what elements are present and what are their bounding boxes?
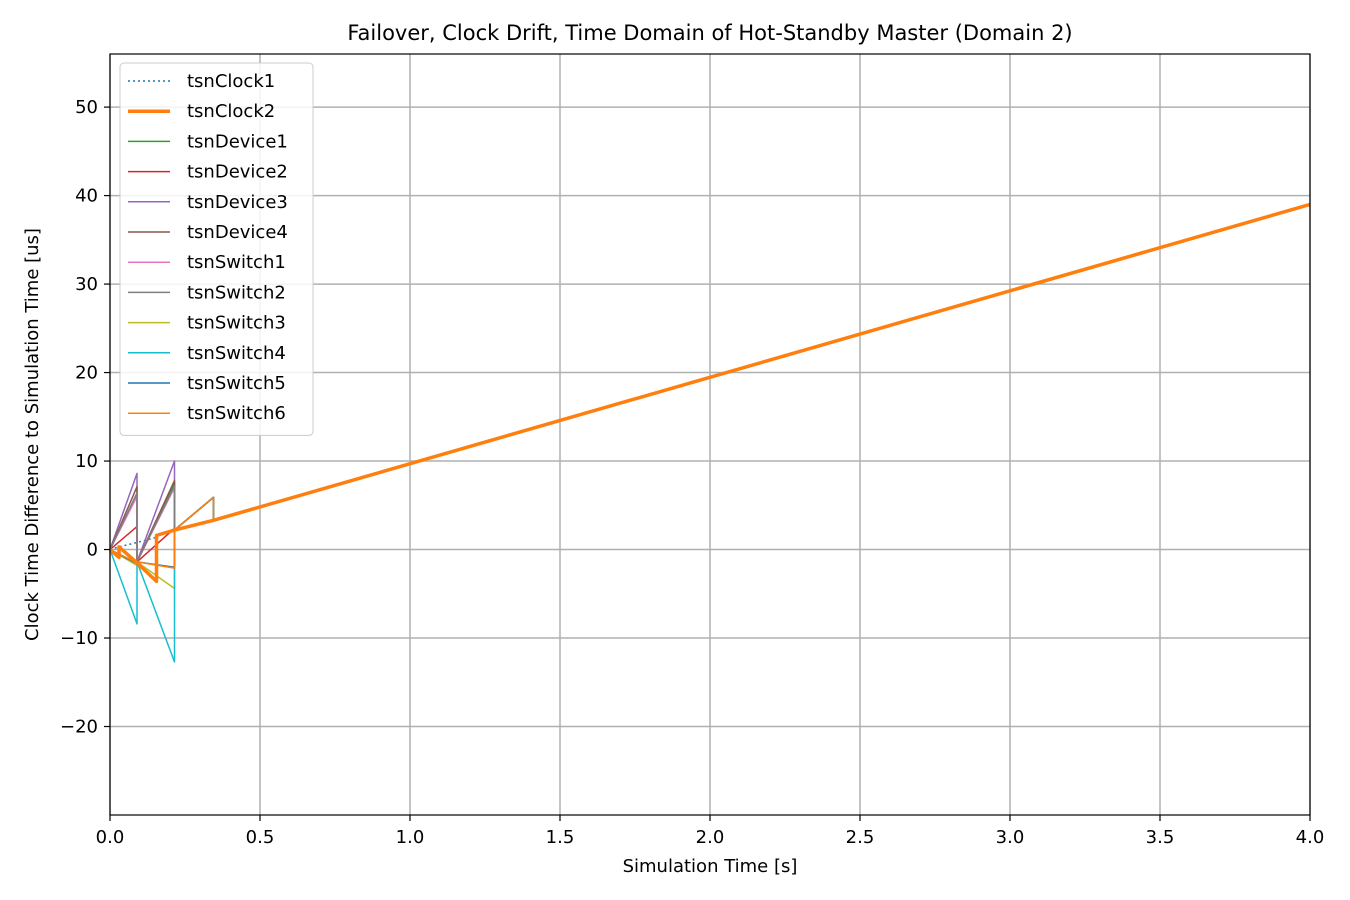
y-tick-label: 50	[75, 97, 98, 118]
legend-entry-label: tsnSwitch6	[187, 403, 286, 424]
x-tick-label: 0.0	[96, 827, 125, 848]
legend-entry-label: tsnSwitch5	[187, 373, 286, 394]
x-tick-label: 0.5	[246, 827, 275, 848]
y-tick-label: −10	[60, 628, 98, 649]
legend-box	[119, 62, 314, 436]
series-line-tsnClock1	[109, 536, 157, 551]
legend-entry-label: tsnSwitch4	[187, 343, 286, 364]
y-tick-label: 20	[75, 363, 98, 384]
legend-entry-label: tsnDevice1	[187, 131, 288, 152]
tick-layer: 0.0 0.5 1.0 1.5 2.0 2.5 3.0 3.5 4.0 −20 −10 0 10 20 30…	[60, 97, 1324, 848]
x-axis-label: Simulation Time [s]	[623, 856, 798, 877]
y-tick-label: 30	[75, 274, 98, 295]
legend-entry-label: tsnDevice2	[187, 162, 288, 183]
y-axis-label: Clock Time Difference to Simulation Time…	[22, 228, 43, 641]
x-tick-label: 2.5	[846, 827, 875, 848]
legend-entry-label: tsnSwitch3	[187, 313, 286, 334]
x-tick-label: 3.0	[996, 827, 1025, 848]
y-tick-label: 0	[87, 540, 98, 561]
legend-entry-label: tsnSwitch1	[187, 252, 286, 273]
series-line-tsnClock2	[108, 202, 1311, 584]
series-layer	[108, 202, 1311, 663]
legend-entry-label: tsnDevice3	[187, 192, 288, 213]
legend-entry-label: tsnClock2	[187, 101, 275, 122]
legend: tsnClock1 tsnClock2 tsnDevice1 tsnDevice2 ts…	[119, 62, 314, 436]
x-tick-label: 2.0	[696, 827, 725, 848]
x-tick-label: 1.5	[546, 827, 575, 848]
y-tick-label: −20	[60, 717, 98, 738]
legend-entry-label: tsnDevice4	[187, 222, 288, 243]
x-tick-label: 3.5	[1146, 827, 1175, 848]
chart-title: Failover, Clock Drift, Time Domain of Ho…	[347, 21, 1072, 45]
x-tick-label: 1.0	[396, 827, 425, 848]
legend-entry-label: tsnSwitch2	[187, 282, 286, 303]
y-tick-label: 10	[75, 451, 98, 472]
y-tick-label: 40	[75, 186, 98, 207]
x-tick-label: 4.0	[1296, 827, 1325, 848]
legend-entry-label: tsnClock1	[187, 71, 275, 92]
